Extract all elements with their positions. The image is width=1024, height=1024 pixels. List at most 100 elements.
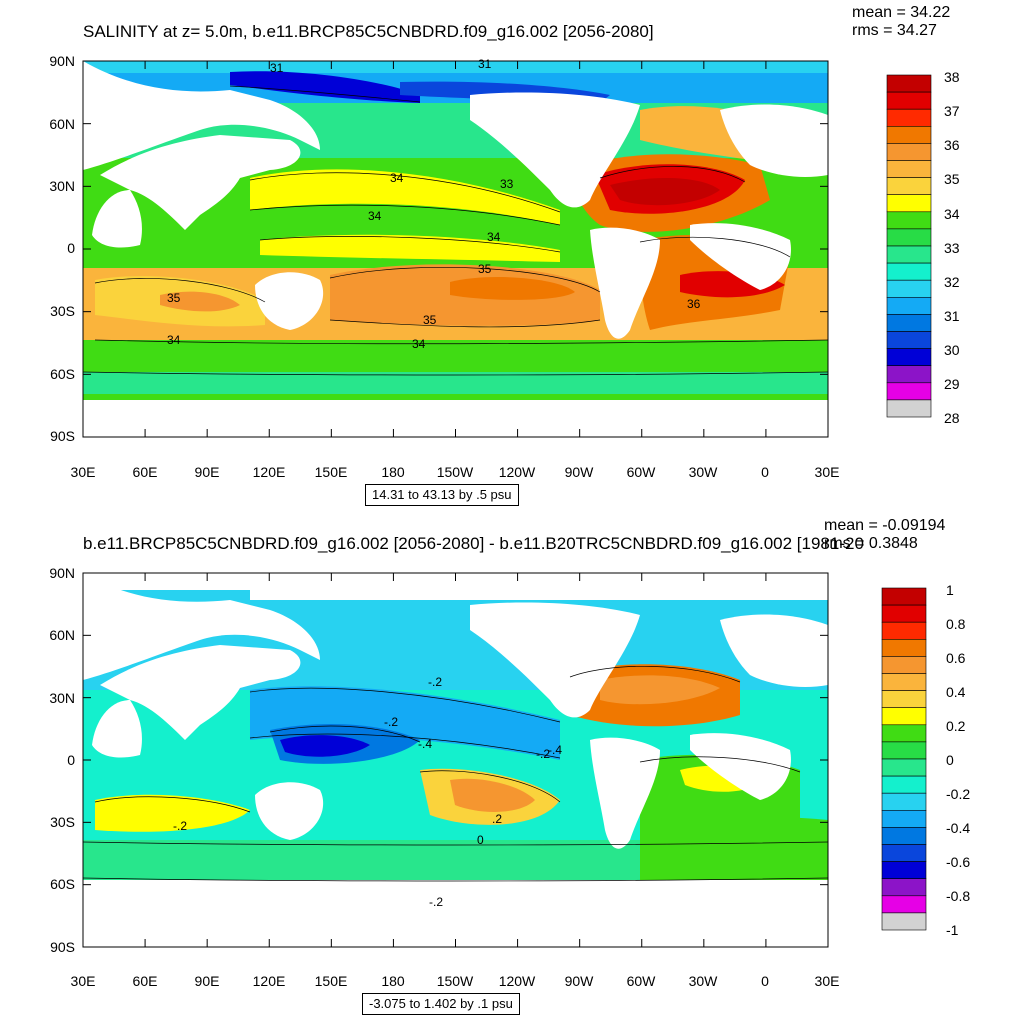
p2-clab: -.2 (536, 747, 550, 761)
p1-clab: 33 (500, 177, 514, 191)
panel2-field (83, 573, 828, 947)
colorbar-swatch (881, 638, 927, 657)
colorbar-swatch (886, 399, 932, 418)
colorbar-swatch (881, 912, 927, 931)
colorbar-swatch (886, 177, 932, 196)
colorbar-swatch (886, 160, 932, 178)
colorbar-label: -0.2 (946, 786, 971, 802)
panel2-mean: mean = -0.09194 (824, 517, 946, 534)
colorbar-swatch (886, 348, 932, 367)
lat-label: 60S (50, 366, 75, 382)
lat-label: 60N (49, 116, 75, 132)
p2-clab: 0 (477, 833, 484, 847)
lon-label: 120E (252, 464, 286, 480)
colorbar-label: -0.6 (946, 854, 971, 870)
lat-label: 30N (49, 178, 75, 194)
p1-clab: 34 (487, 230, 501, 244)
p1-clab: 31 (270, 61, 284, 75)
colorbar-label: -1 (946, 922, 959, 938)
colorbar-swatch (886, 126, 932, 144)
panel1-map: 31 31 34 33 34 34 35 35 36 35 34 34 (82, 57, 932, 438)
colorbar-swatch (881, 587, 927, 606)
colorbar-label: 33 (944, 240, 960, 256)
colorbar-label: 31 (944, 308, 960, 324)
lon-label: 120E (252, 973, 286, 989)
colorbar-label: 37 (944, 103, 960, 119)
panel2-rms: rms = 0.3848 (824, 535, 918, 552)
panel2-colorbar (881, 587, 927, 931)
panel1-colorbar (886, 74, 932, 418)
colorbar-swatch (886, 91, 932, 110)
colorbar-swatch (881, 878, 927, 897)
colorbar-swatch (886, 296, 932, 315)
colorbar-swatch (881, 758, 927, 777)
lon-label: 30W (688, 464, 718, 480)
colorbar-swatch (881, 604, 927, 623)
panel2-title: b.e11.BRCP85C5CNBDRD.f09_g16.002 [2056-2… (83, 534, 864, 553)
colorbar-label: 35 (944, 171, 960, 187)
colorbar-swatch (881, 656, 927, 674)
lat-label: 30N (49, 690, 75, 706)
p1-clab: 34 (167, 333, 181, 347)
p2-clab: .2 (492, 812, 502, 826)
lon-label: 60E (132, 973, 158, 989)
lon-label: 90W (564, 973, 594, 989)
p1-clab: 31 (478, 57, 492, 71)
colorbar-swatch (886, 74, 932, 93)
colorbar-label: 32 (944, 274, 960, 290)
lon-label: 150W (436, 973, 474, 989)
p2-clab: -.2 (173, 819, 187, 833)
colorbar-swatch (886, 262, 932, 281)
colorbar-swatch (881, 809, 927, 828)
lon-label: 90E (194, 464, 220, 480)
colorbar-swatch (886, 228, 932, 247)
lon-label: 30E (70, 973, 96, 989)
colorbar-label: -0.8 (946, 888, 971, 904)
lon-label: 30E (70, 464, 96, 480)
lon-label: 180 (381, 464, 405, 480)
colorbar-swatch (881, 621, 927, 640)
colorbar-label: 30 (944, 342, 960, 358)
colorbar-label: 29 (944, 376, 960, 392)
colorbar-label: 28 (944, 410, 960, 426)
panel2-range-box: -3.075 to 1.402 by .1 psu (362, 993, 520, 1015)
p1-clab: 35 (167, 291, 181, 305)
colorbar-swatch (886, 245, 932, 264)
colorbar-swatch (881, 844, 927, 862)
colorbar-label: 1 (946, 582, 954, 598)
colorbar-swatch (881, 827, 927, 845)
colorbar-swatch (881, 895, 927, 914)
lat-label: 60N (49, 627, 75, 643)
colorbar-swatch (881, 775, 927, 794)
lon-label: 150E (314, 464, 348, 480)
colorbar-swatch (881, 861, 927, 879)
colorbar-swatch (886, 382, 932, 401)
lon-label: 90W (564, 464, 594, 480)
p2-clab: -.2 (429, 895, 443, 909)
lon-label: 60W (626, 464, 656, 480)
colorbar-label: -0.4 (946, 820, 971, 836)
lon-label: 180 (381, 973, 405, 989)
colorbar-label: 36 (944, 137, 960, 153)
lon-label: 90E (194, 973, 220, 989)
p1-clab: 34 (412, 337, 426, 351)
lon-label: 0 (761, 464, 769, 480)
lat-label: 0 (67, 240, 75, 256)
p1-clab: 35 (423, 313, 437, 327)
lat-label: 60S (50, 876, 75, 892)
colorbar-swatch (886, 365, 932, 384)
p2-clab: -.2 (428, 675, 442, 689)
panel1-field (83, 61, 828, 437)
panel1-ticks (82, 60, 829, 438)
colorbar-swatch (881, 707, 927, 726)
p1-clab: 34 (390, 171, 404, 185)
colorbar-swatch (886, 211, 932, 230)
lat-label: 0 (67, 752, 75, 768)
colorbar-label: 38 (944, 69, 960, 85)
panel1-mean: mean = 34.22 (852, 4, 951, 21)
colorbar-swatch (886, 194, 932, 213)
colorbar-label: 0.6 (946, 650, 966, 666)
p2-clab: -.2 (384, 715, 398, 729)
panel1-title: SALINITY at z= 5.0m, b.e11.BRCP85C5CNBDR… (83, 22, 654, 41)
colorbar-swatch (886, 108, 932, 127)
